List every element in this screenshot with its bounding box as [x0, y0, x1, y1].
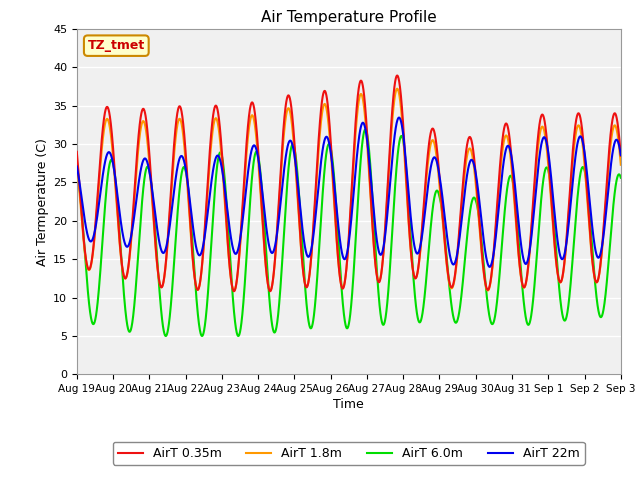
AirT 0.35m — [189, 262, 197, 268]
AirT 0.35m — [266, 288, 274, 294]
AirT 6.0m — [189, 252, 197, 258]
AirT 22m — [412, 247, 419, 253]
Line: AirT 1.8m: AirT 1.8m — [77, 89, 621, 291]
AirT 1.8m — [225, 254, 232, 260]
Title: Air Temperature Profile: Air Temperature Profile — [261, 10, 436, 25]
AirT 0.35m — [402, 171, 410, 177]
AirT 0.35m — [617, 153, 625, 158]
AirT 1.8m — [412, 276, 419, 281]
AirT 1.8m — [617, 162, 625, 168]
AirT 22m — [225, 218, 232, 224]
AirT 6.0m — [617, 174, 625, 180]
Line: AirT 6.0m: AirT 6.0m — [77, 129, 621, 336]
AirT 6.0m — [566, 294, 573, 300]
AirT 1.8m — [189, 264, 197, 269]
Legend: AirT 0.35m, AirT 1.8m, AirT 6.0m, AirT 22m: AirT 0.35m, AirT 1.8m, AirT 6.0m, AirT 2… — [113, 442, 585, 465]
AirT 6.0m — [234, 333, 242, 339]
AirT 22m — [73, 164, 81, 169]
AirT 0.35m — [73, 149, 81, 155]
Line: AirT 22m: AirT 22m — [77, 118, 621, 267]
AirT 1.8m — [230, 288, 238, 294]
Y-axis label: Air Termperature (C): Air Termperature (C) — [36, 138, 49, 265]
X-axis label: Time: Time — [333, 398, 364, 411]
AirT 6.0m — [617, 175, 625, 180]
AirT 6.0m — [73, 168, 81, 173]
AirT 0.35m — [394, 72, 401, 78]
AirT 0.35m — [566, 195, 573, 201]
AirT 22m — [402, 158, 410, 164]
AirT 1.8m — [73, 158, 81, 164]
Line: AirT 0.35m: AirT 0.35m — [77, 75, 621, 291]
AirT 6.0m — [402, 164, 410, 170]
AirT 0.35m — [617, 151, 625, 156]
Text: TZ_tmet: TZ_tmet — [88, 39, 145, 52]
AirT 22m — [189, 227, 197, 232]
AirT 1.8m — [402, 178, 410, 183]
AirT 22m — [617, 151, 625, 157]
AirT 22m — [566, 214, 573, 220]
AirT 6.0m — [225, 233, 232, 239]
AirT 1.8m — [566, 201, 573, 207]
AirT 1.8m — [617, 160, 625, 166]
AirT 22m — [617, 152, 625, 158]
AirT 6.0m — [412, 299, 419, 305]
AirT 6.0m — [362, 126, 369, 132]
AirT 0.35m — [225, 252, 232, 258]
AirT 0.35m — [412, 276, 419, 281]
AirT 22m — [396, 115, 403, 120]
AirT 22m — [486, 264, 493, 270]
AirT 1.8m — [394, 86, 401, 92]
